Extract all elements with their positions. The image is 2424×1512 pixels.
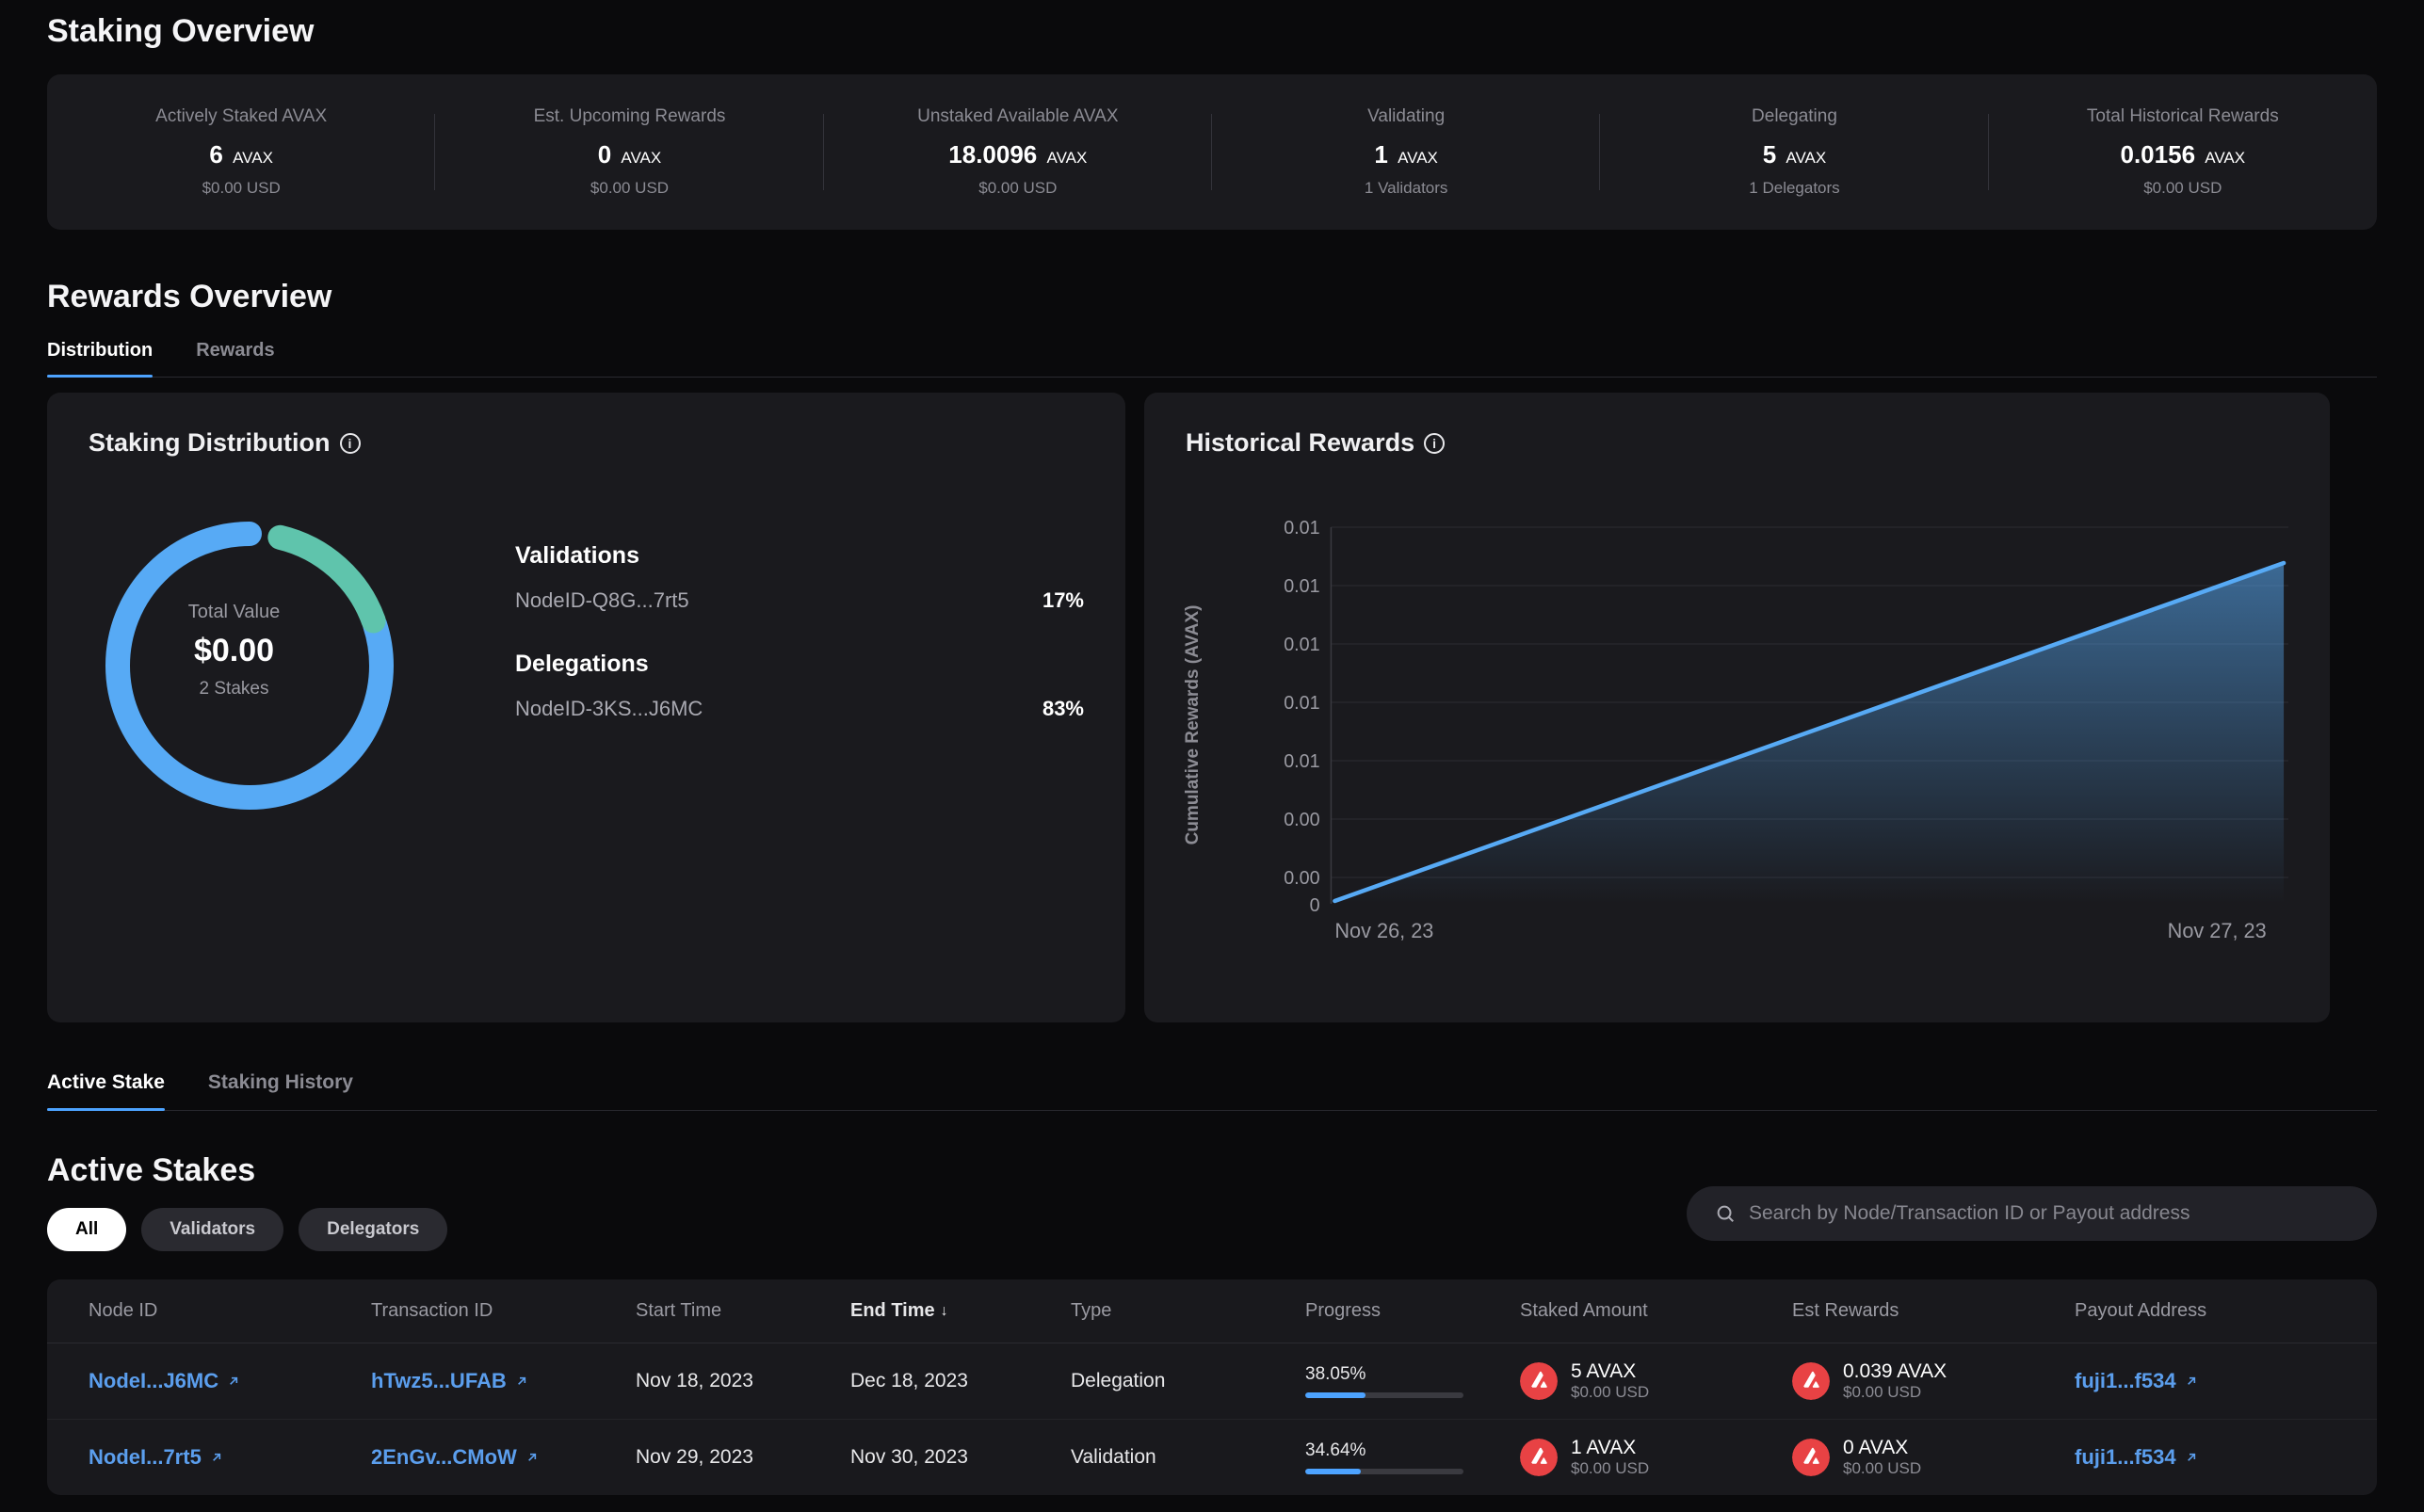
svg-text:Nov 27, 23: Nov 27, 23: [2168, 919, 2267, 942]
svg-text:0.00: 0.00: [1284, 868, 1319, 889]
svg-text:0.01: 0.01: [1284, 693, 1319, 714]
svg-text:0.01: 0.01: [1284, 635, 1319, 655]
svg-text:0: 0: [1310, 895, 1320, 916]
svg-text:0.00: 0.00: [1284, 810, 1319, 830]
svg-text:0.01: 0.01: [1284, 576, 1319, 597]
svg-text:0.01: 0.01: [1284, 751, 1319, 772]
svg-text:Nov 26, 23: Nov 26, 23: [1334, 919, 1433, 942]
svg-text:0.01: 0.01: [1284, 518, 1319, 539]
